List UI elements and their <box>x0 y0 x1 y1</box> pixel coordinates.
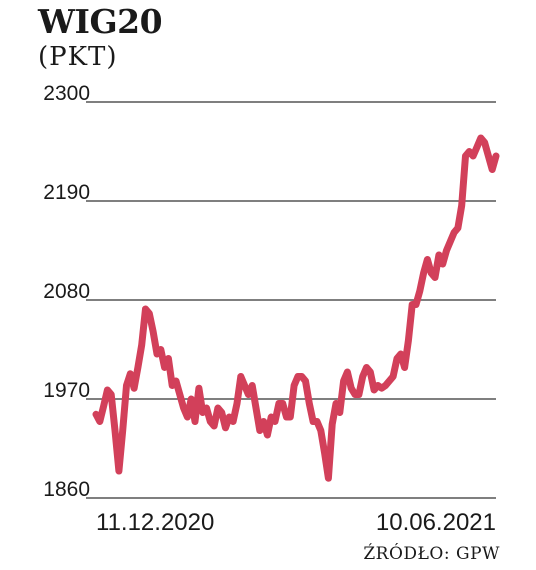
y-axis-ticks: 2300 2190 2080 1970 1860 <box>43 82 90 501</box>
y-tick-label: 2300 <box>43 82 90 105</box>
y-tick-label: 1970 <box>43 379 90 402</box>
x-tick-label: 10.06.2021 <box>376 509 496 536</box>
chart-title: WIG20 <box>38 2 163 41</box>
grid-lines <box>86 101 496 499</box>
x-axis-ticks: 11.12.2020 10.06.2021 <box>96 509 496 536</box>
y-tick-label: 2080 <box>43 280 90 303</box>
y-tick-label: 2190 <box>43 181 90 204</box>
x-tick-label: 11.12.2020 <box>96 509 214 536</box>
y-tick-label: 1860 <box>43 478 90 501</box>
series-line-wig20 <box>92 134 500 482</box>
series-layer <box>92 134 500 482</box>
chart-subtitle: (PKT) <box>38 42 118 72</box>
source-note: ŹRÓDŁO: GPW <box>363 544 500 564</box>
